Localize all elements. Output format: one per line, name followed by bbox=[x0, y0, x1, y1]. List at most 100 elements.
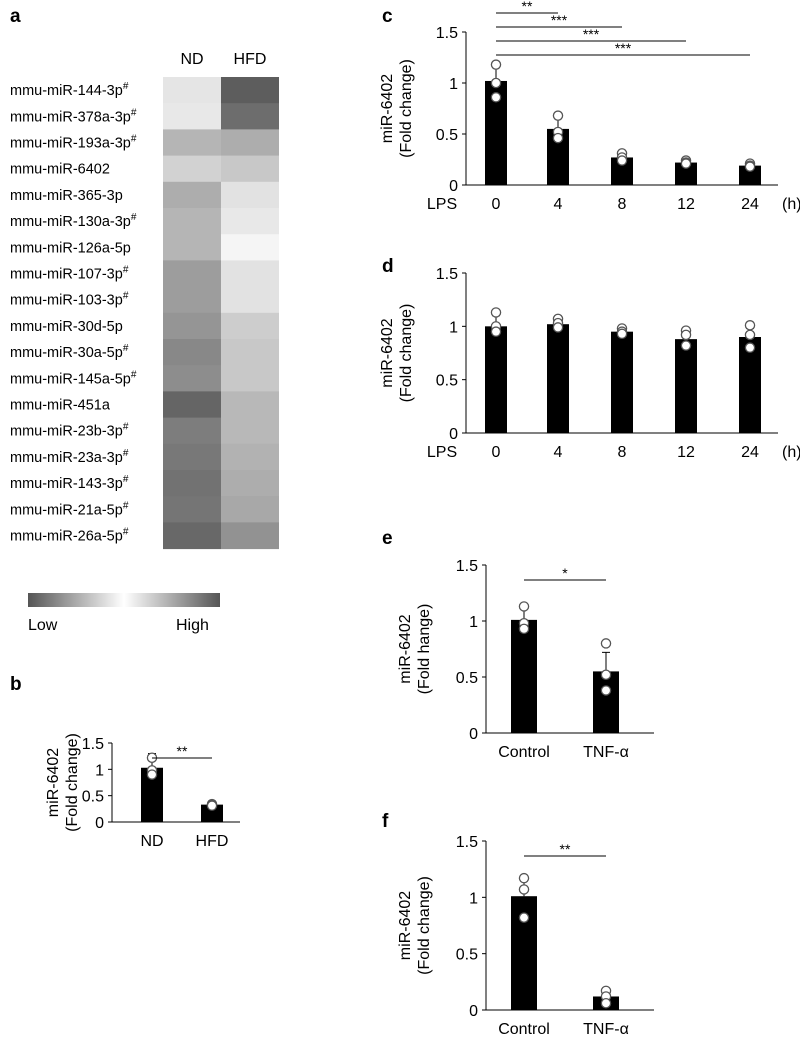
data-point bbox=[600, 669, 612, 681]
x-tick-label: 12 bbox=[677, 196, 695, 213]
x-axis-prefix-label: LPS bbox=[427, 444, 457, 461]
data-point bbox=[206, 800, 218, 811]
x-tick-label: HFD bbox=[196, 833, 229, 850]
heatmap-row-label: mmu-miR-365-3p bbox=[10, 188, 123, 204]
y-tick-label: 0.5 bbox=[456, 947, 478, 964]
heatmap-cell bbox=[163, 103, 221, 130]
bar-chart-panel-d: d 0 0.5 1 1.5 miR-6402 (Fold change) 0 4 8 12 24 LPS… bbox=[379, 256, 800, 461]
y-axis-label: miR-6402 bbox=[397, 891, 414, 960]
data-point bbox=[744, 342, 756, 353]
data-point bbox=[518, 912, 530, 923]
x-tick-label: 0 bbox=[492, 444, 501, 461]
bar bbox=[611, 157, 633, 185]
x-tick-label: 4 bbox=[554, 196, 563, 213]
y-tick-label: 0 bbox=[449, 426, 458, 443]
y-tick-label: 1.5 bbox=[436, 266, 458, 283]
heatmap-column-header: ND bbox=[180, 51, 203, 68]
y-axis-label: miR-6402 bbox=[379, 318, 396, 387]
x-tick-label: 0 bbox=[492, 196, 501, 213]
y-tick-label: 0.5 bbox=[456, 670, 478, 687]
data-point bbox=[616, 328, 628, 340]
heatmap-cell bbox=[221, 365, 279, 392]
x-axis-prefix-label: LPS bbox=[427, 196, 457, 213]
data-point bbox=[600, 997, 612, 1009]
heatmap-cell bbox=[163, 496, 221, 523]
heatmap-row-label: mmu-miR-103-3p# bbox=[10, 291, 129, 309]
data-point bbox=[490, 326, 502, 337]
y-tick-label: 0 bbox=[469, 726, 478, 743]
heatmap-cell bbox=[163, 339, 221, 366]
heatmap-cell bbox=[163, 208, 221, 235]
x-axis-unit-label: (h) bbox=[782, 196, 800, 213]
x-tick-label: 8 bbox=[618, 444, 627, 461]
y-axis-label: (Fold change) bbox=[64, 733, 81, 832]
significance-label: * bbox=[562, 565, 568, 581]
significance-label: ** bbox=[560, 841, 571, 857]
data-point bbox=[490, 307, 502, 318]
y-axis-label: (Fold change) bbox=[398, 304, 415, 403]
heatmap-row-label: mmu-miR-23a-3p# bbox=[10, 448, 129, 466]
heatmap-cell bbox=[221, 496, 279, 523]
bar bbox=[593, 671, 619, 733]
bar bbox=[739, 337, 761, 433]
significance-label: *** bbox=[551, 12, 568, 28]
y-tick-label: 1 bbox=[469, 614, 478, 631]
bar-chart-panel-e: e 0 0.5 1 1.5 miR-6402 (Fold hange) Control TNF-… bbox=[382, 528, 654, 761]
bar bbox=[511, 619, 537, 733]
heatmap-panel-a: a ND HFD mmu-miR-144-3p# mmu-miR-378a-3p# mmu… bbox=[10, 6, 279, 550]
heatmap-cell bbox=[221, 470, 279, 497]
heatmap-row-label: mmu-miR-21a-5p# bbox=[10, 500, 129, 518]
significance-label: ** bbox=[177, 743, 188, 759]
bar bbox=[485, 326, 507, 433]
y-tick-label: 1.5 bbox=[82, 736, 104, 753]
x-tick-label: Control bbox=[498, 1021, 550, 1038]
panel-label-a: a bbox=[10, 6, 21, 27]
heatmap-cell bbox=[221, 522, 279, 550]
heatmap-cell bbox=[221, 417, 279, 445]
heatmap-row-label: mmu-miR-143-3p# bbox=[10, 474, 129, 492]
data-point bbox=[518, 872, 530, 884]
y-tick-label: 0 bbox=[469, 1003, 478, 1020]
heatmap-cell bbox=[163, 286, 221, 314]
heatmap-row-label: mmu-miR-145a-5p# bbox=[10, 369, 137, 387]
y-axis-label: (Fold change) bbox=[398, 59, 415, 158]
x-tick-label: 24 bbox=[741, 196, 759, 213]
bar bbox=[547, 128, 569, 185]
scale-low-label: Low bbox=[28, 617, 58, 634]
panel-label-f: f bbox=[382, 811, 389, 832]
bar bbox=[201, 804, 223, 822]
heatmap-row-label: mmu-miR-144-3p# bbox=[10, 81, 129, 99]
heatmap-cell bbox=[221, 129, 279, 157]
y-tick-label: 0.5 bbox=[436, 127, 458, 144]
heatmap-cell bbox=[221, 260, 279, 288]
heatmap-cell bbox=[163, 129, 221, 157]
heatmap-row-label: mmu-miR-30a-5p# bbox=[10, 343, 129, 361]
heatmap-row-label: mmu-miR-26a-5p# bbox=[10, 527, 129, 545]
heatmap-cell bbox=[163, 77, 221, 104]
y-tick-label: 1.5 bbox=[456, 558, 478, 575]
heatmap-cell bbox=[163, 181, 221, 209]
heatmap-cell bbox=[163, 443, 221, 471]
heatmap-cell bbox=[221, 443, 279, 471]
heatmap-cell bbox=[163, 155, 221, 183]
heatmap-cell bbox=[221, 286, 279, 314]
data-point bbox=[490, 59, 502, 70]
data-point bbox=[680, 340, 692, 351]
y-tick-label: 1 bbox=[449, 76, 458, 93]
bar bbox=[675, 162, 697, 185]
x-tick-label: 24 bbox=[741, 444, 759, 461]
bar-chart-panel-b: b 0 0.5 1 1.5 miR-6402 (Fold change) ND HFD ** bbox=[10, 674, 240, 850]
data-point bbox=[744, 161, 756, 172]
data-point bbox=[744, 320, 756, 331]
heatmap-cell bbox=[221, 181, 279, 209]
heatmap-row-label: mmu-miR-23b-3p# bbox=[10, 422, 129, 440]
panel-label-d: d bbox=[382, 256, 394, 277]
y-tick-label: 1.5 bbox=[456, 834, 478, 851]
heatmap-cell bbox=[163, 234, 221, 261]
heatmap-row-label: mmu-miR-451a bbox=[10, 398, 111, 414]
data-point bbox=[680, 158, 692, 169]
data-point bbox=[518, 601, 530, 612]
x-tick-label: ND bbox=[140, 833, 163, 850]
heatmap-cell bbox=[163, 312, 221, 340]
heatmap-cell bbox=[163, 391, 221, 419]
